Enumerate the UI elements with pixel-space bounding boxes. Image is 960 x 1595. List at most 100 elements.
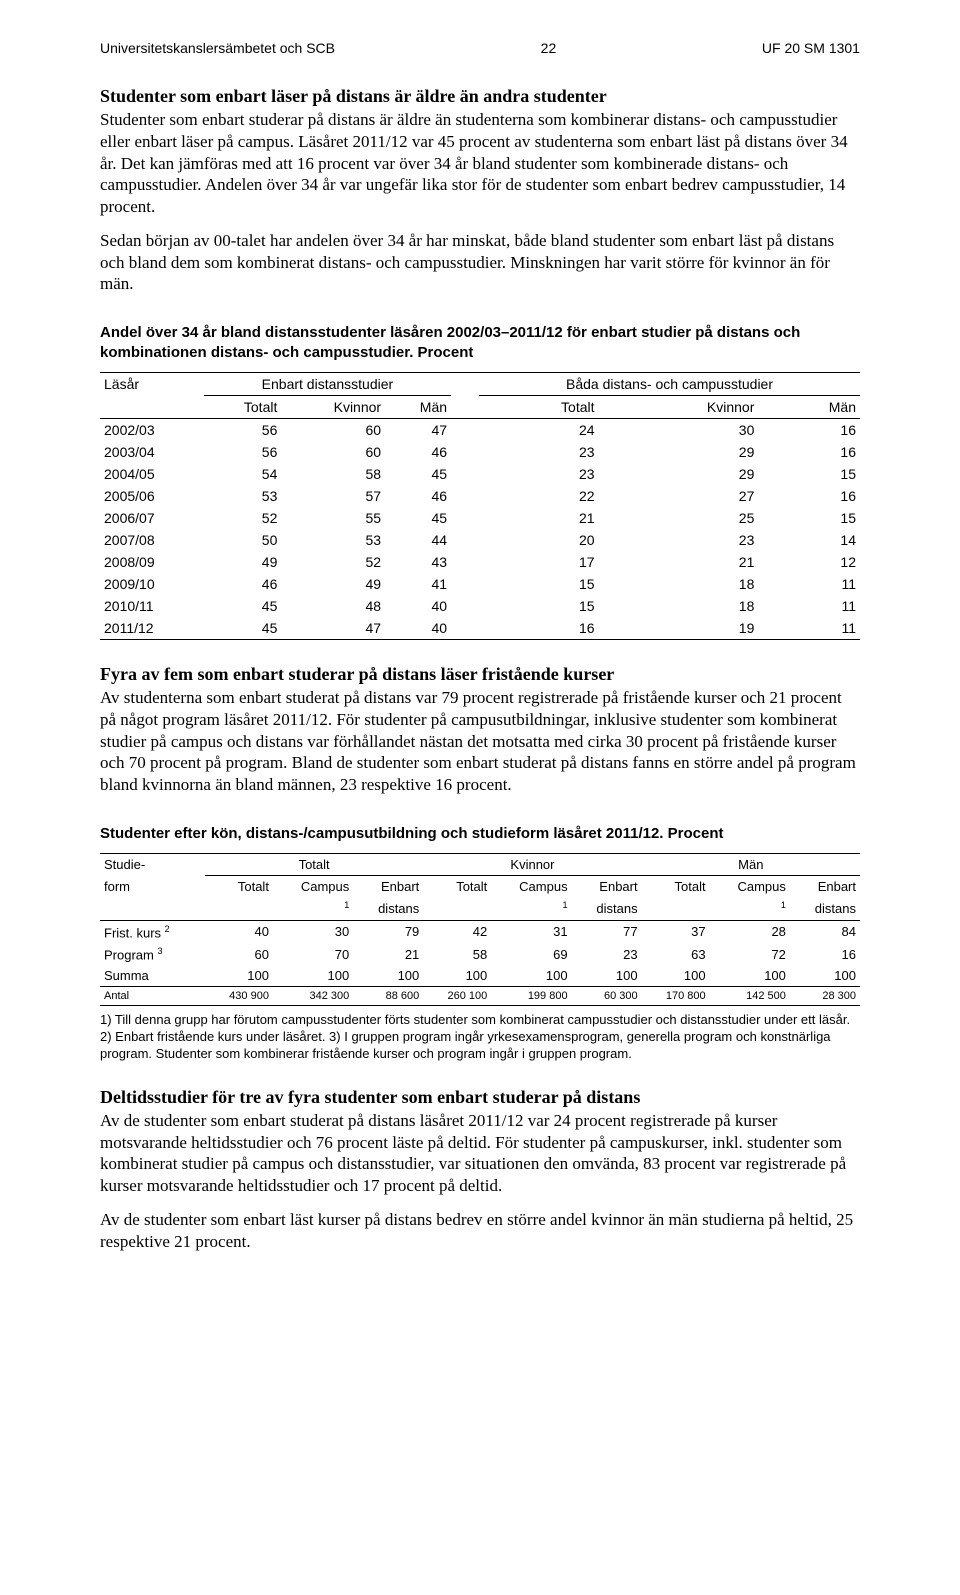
table-cell: 21 [599,551,759,573]
table-cell: 2002/03 [100,419,204,442]
table-cell: 2011/12 [100,617,204,640]
table-cell: 2008/09 [100,551,204,573]
table-cell [451,463,479,485]
table-cell [451,485,479,507]
table-cell: 40 [205,920,273,943]
t2-sub-campus-b: Campus [491,876,571,898]
table-cell: 72 [710,943,790,965]
table-cell: 60 [281,419,385,442]
t2-sub-totalt-a: Totalt [205,876,273,898]
table-cell: 53 [204,485,282,507]
table-cell: 41 [385,573,451,595]
table-cell: 47 [281,617,385,640]
table-cell: 100 [273,965,353,987]
table-cell: 23 [479,441,599,463]
table-cell: 43 [385,551,451,573]
t2-grp-man: Män [642,854,860,876]
table-cell: 63 [642,943,710,965]
t2-sub-enbart-a: Enbart [353,876,423,898]
table-cell: 52 [204,507,282,529]
t2-sub-distans-a: distans [353,897,423,920]
table-cell: 15 [479,573,599,595]
t2-sub-enbart-c: Enbart [790,876,860,898]
table-row: 2003/04566046232916 [100,441,860,463]
table-cell: 57 [281,485,385,507]
t1-grp2: Båda distans- och campusstudier [479,373,860,396]
table-cell: 23 [572,943,642,965]
table-cell: 56 [204,441,282,463]
section3-title: Deltidsstudier för tre av fyra studenter… [100,1087,860,1108]
table-cell: 50 [204,529,282,551]
table-cell [451,529,479,551]
table-row: 2009/10464941151811 [100,573,860,595]
table-cell: 56 [204,419,282,442]
table-cell: 30 [599,419,759,442]
table-cell: Summa [100,965,205,987]
table-cell: 22 [479,485,599,507]
table-cell: 430 900 [205,987,273,1006]
t1-sub-kvinnor-2: Kvinnor [599,396,759,419]
header-right: UF 20 SM 1301 [762,40,860,56]
table-cell: 19 [599,617,759,640]
t1-sub-kvinnor-1: Kvinnor [281,396,385,419]
table-cell: 46 [204,573,282,595]
t2-sub-enbart-b: Enbart [572,876,642,898]
t1-sub-totalt-2: Totalt [479,396,599,419]
table-cell: 55 [281,507,385,529]
table-cell: 21 [353,943,423,965]
table-cell: 45 [385,463,451,485]
table-cell: 12 [758,551,860,573]
table-row: 2005/06535746222716 [100,485,860,507]
table-cell: 23 [599,529,759,551]
table-row: Antal430 900342 30088 600260 100199 8006… [100,987,860,1006]
table-row: Frist. kurs 2403079423177372884 [100,920,860,943]
table1-caption: Andel över 34 år bland distansstudenter … [100,323,860,362]
table-cell: Antal [100,987,205,1006]
table-cell: 21 [479,507,599,529]
table-row: Program 3607021586923637216 [100,943,860,965]
table-cell: 60 300 [572,987,642,1006]
table-cell: 60 [205,943,273,965]
table-cell: 69 [491,943,571,965]
page: Universitetskanslersämbetet och SCB 22 U… [0,0,960,1324]
table-cell: 20 [479,529,599,551]
t2-sub-distans-c: distans [790,897,860,920]
table-cell: 45 [385,507,451,529]
table-cell [451,595,479,617]
section1-p2: Sedan början av 00-talet har andelen öve… [100,230,860,295]
table-cell: 25 [599,507,759,529]
table-cell: 2005/06 [100,485,204,507]
table2-caption: Studenter efter kön, distans-/campusutbi… [100,824,860,844]
table2-footnote: 1) Till denna grupp har förutom campusst… [100,1012,860,1063]
table-cell: 49 [204,551,282,573]
table-cell: 2004/05 [100,463,204,485]
section2-title: Fyra av fem som enbart studerar på dista… [100,664,860,685]
table-cell: 199 800 [491,987,571,1006]
table-cell: 29 [599,463,759,485]
section3-p2: Av de studenter som enbart läst kurser p… [100,1209,860,1253]
table-cell: 100 [205,965,273,987]
section1-title: Studenter som enbart läser på distans är… [100,86,860,107]
table-cell: 58 [423,943,491,965]
table-cell: 46 [385,441,451,463]
header-left: Universitetskanslersämbetet och SCB [100,40,335,56]
table-row: 2004/05545845232915 [100,463,860,485]
table-cell: 77 [572,920,642,943]
table-row: 2008/09495243172112 [100,551,860,573]
table-cell: 11 [758,573,860,595]
table-cell: 342 300 [273,987,353,1006]
header-page-number: 22 [541,40,557,56]
table-cell: 100 [572,965,642,987]
table-cell: 45 [204,595,282,617]
table-cell: 46 [385,485,451,507]
section3-p1: Av de studenter som enbart studerat på d… [100,1110,860,1197]
table-cell: 16 [758,485,860,507]
table-cell: 18 [599,573,759,595]
table-cell: 28 [710,920,790,943]
table-cell: 16 [758,419,860,442]
table-cell: 28 300 [790,987,860,1006]
t2-grp-kvinnor: Kvinnor [423,854,641,876]
t2-sup-a: 1 [344,900,349,910]
table-cell: 11 [758,617,860,640]
table-cell: 24 [479,419,599,442]
